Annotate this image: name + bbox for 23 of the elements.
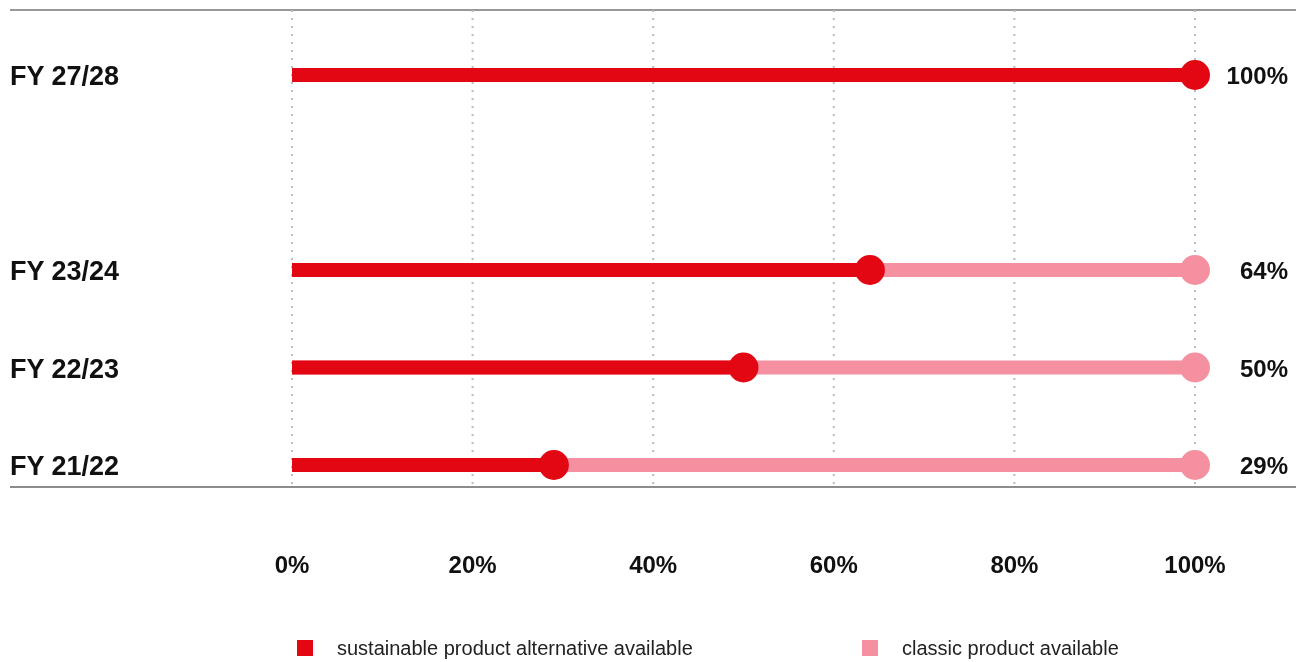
data-label: 100% [1226, 62, 1288, 89]
y-tick-label: FY 21/22 [10, 451, 120, 481]
x-tick-label: 20% [448, 551, 497, 578]
point [1180, 352, 1210, 383]
x-tick-label: 80% [990, 551, 1039, 578]
point [1180, 450, 1210, 480]
point [1180, 60, 1210, 90]
x-tick-label: 0% [274, 551, 310, 578]
legend-label: sustainable product alternative available [337, 637, 693, 659]
data-label: 50% [1239, 354, 1288, 382]
data-label: 29% [1239, 452, 1288, 479]
point [1180, 255, 1210, 285]
point [728, 352, 759, 383]
point [538, 450, 569, 480]
legend-label: classic product available [902, 637, 1119, 659]
data-label: 64% [1239, 257, 1288, 284]
x-tick-label: 40% [629, 551, 678, 578]
y-tick-label: FY 27/28 [10, 61, 120, 91]
x-tick-label: 60% [809, 551, 858, 578]
y-tick-label: FY 22/23 [10, 353, 120, 384]
point [854, 255, 885, 285]
x-tick-label: 100% [1164, 551, 1226, 578]
y-tick-label: FY 23/24 [10, 256, 120, 286]
